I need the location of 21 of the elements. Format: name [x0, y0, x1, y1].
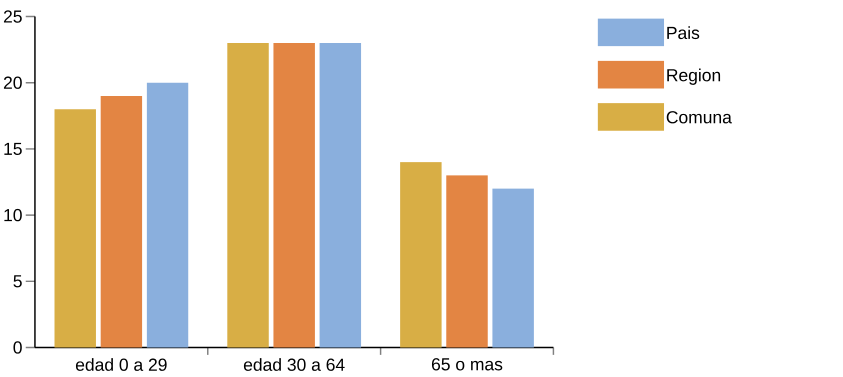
- y-tick-label: 0: [13, 341, 22, 354]
- legend-label: Comuna: [666, 111, 732, 124]
- x-tick-label: 65 o mas: [432, 358, 502, 371]
- x-tick-label: edad 0 a 29: [76, 358, 167, 371]
- y-tick-label: 15: [4, 142, 22, 156]
- bar: [100, 96, 142, 348]
- legend-label: Pais: [667, 26, 700, 40]
- bar: [146, 82, 188, 348]
- bar: [54, 109, 96, 348]
- y-tick-label: 25: [4, 10, 22, 23]
- bar: [492, 188, 534, 348]
- y-tick-label: 5: [13, 275, 22, 288]
- y-tick-label: 20: [4, 76, 22, 89]
- y-tick-label: 10: [4, 208, 22, 222]
- bar: [227, 43, 269, 348]
- bar: [320, 43, 362, 348]
- x-tick-label: edad 30 a 64: [244, 358, 345, 371]
- bar: [400, 162, 442, 348]
- bar: [273, 43, 315, 348]
- bar: [446, 175, 488, 348]
- legend-label: Region: [667, 68, 720, 85]
